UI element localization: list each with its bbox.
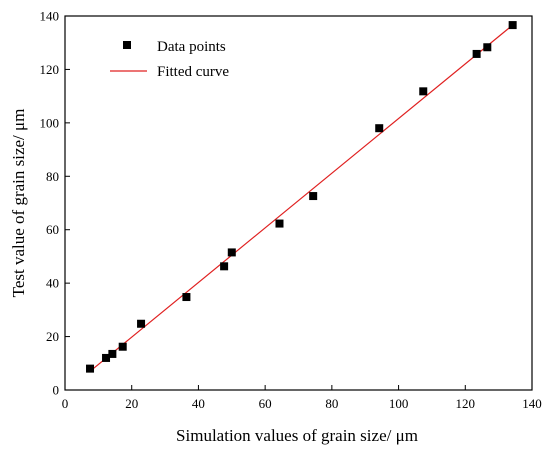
x-tick-label: 20 [125, 396, 138, 411]
y-tick-label: 40 [46, 276, 59, 291]
data-point [472, 49, 481, 58]
y-tick-label: 0 [53, 383, 60, 398]
y-tick-label: 100 [40, 115, 60, 130]
y-tick-label: 20 [46, 329, 59, 344]
y-tick-label: 120 [40, 62, 60, 77]
data-point [102, 353, 111, 362]
data-point [419, 87, 428, 96]
legend-label-fitted-curve: Fitted curve [157, 64, 229, 80]
y-tick-label: 140 [40, 9, 60, 24]
data-point [227, 248, 236, 257]
data-point [118, 342, 127, 351]
data-point [108, 349, 117, 358]
data-point [220, 262, 229, 271]
x-tick-label: 120 [456, 396, 476, 411]
x-tick-label: 100 [389, 396, 409, 411]
data-point [309, 192, 318, 201]
y-tick-label: 60 [46, 222, 59, 237]
data-point [508, 21, 517, 30]
legend-marker-data-points [123, 41, 131, 49]
data-point [86, 364, 95, 373]
x-axis-title: Simulation values of grain size/ μm [176, 426, 418, 445]
data-point [275, 219, 284, 228]
legend: Data points Fitted curve [110, 39, 229, 80]
x-tick-label: 140 [522, 396, 542, 411]
data-point [483, 43, 492, 52]
fit-layer [89, 24, 514, 372]
data-point [375, 124, 384, 133]
y-axis-title: Test value of grain size/ μm [9, 109, 28, 298]
fitted-curve-line [89, 24, 514, 372]
y-tick-label: 80 [46, 169, 59, 184]
x-tick-label: 40 [192, 396, 205, 411]
ticks-layer: 0 20 40 60 80 100 120 140 0 20 40 60 80 100 120 140 [40, 9, 542, 412]
x-tick-label: 60 [259, 396, 272, 411]
data-point [137, 319, 146, 328]
points-layer [86, 21, 517, 373]
x-tick-label: 0 [62, 396, 69, 411]
data-point [182, 293, 191, 302]
plot-frame [64, 15, 533, 391]
x-tick-label: 80 [325, 396, 338, 411]
legend-label-data-points: Data points [157, 39, 226, 55]
